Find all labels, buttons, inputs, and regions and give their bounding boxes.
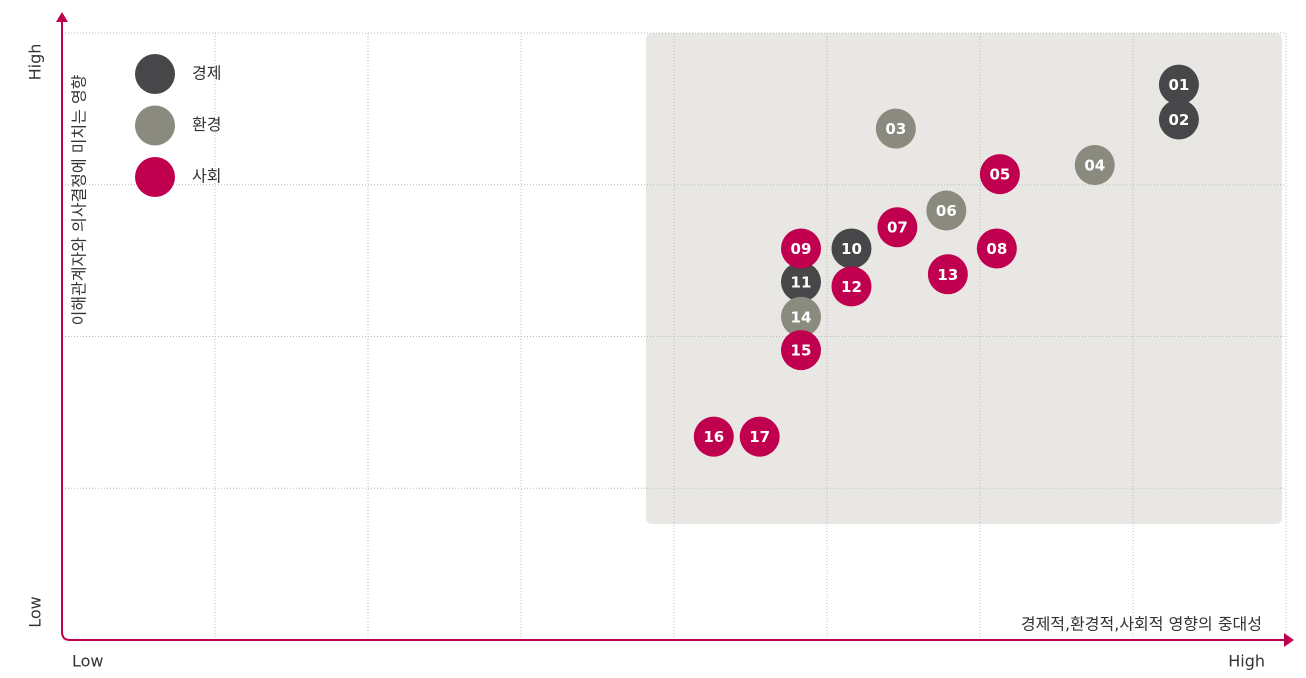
point-label: 17 [749, 428, 770, 446]
point-label: 16 [703, 428, 724, 446]
point-label: 02 [1168, 111, 1189, 129]
point-label: 08 [986, 240, 1007, 258]
point [1074, 145, 1115, 186]
grid [62, 32, 1287, 640]
point [926, 190, 967, 231]
point [1158, 64, 1199, 105]
point [831, 228, 872, 269]
point-label: 12 [841, 278, 862, 296]
point [780, 228, 821, 269]
legend-label: 경제 [192, 64, 221, 83]
point [1158, 99, 1199, 140]
point-label: 13 [937, 266, 958, 284]
x-low-label: Low [72, 652, 104, 671]
point [780, 330, 821, 371]
point-label: 10 [841, 240, 862, 258]
point [976, 228, 1017, 269]
x-title: 경제적,환경적,사회적 영향의 중대성 [1021, 615, 1262, 634]
point [927, 254, 968, 295]
legend-swatch [135, 54, 175, 94]
point-label: 06 [936, 202, 957, 220]
axes [61, 18, 1286, 641]
point [877, 207, 918, 248]
legend-label: 사회 [192, 167, 221, 186]
point-label: 11 [791, 273, 812, 291]
point [780, 296, 821, 337]
y-high-label: High [26, 44, 45, 81]
legend-swatch [135, 105, 175, 146]
point-label: 05 [989, 166, 1010, 184]
point-label: 01 [1168, 76, 1189, 94]
point-label: 07 [887, 219, 908, 237]
legend-label: 환경 [192, 115, 221, 134]
legend-swatch [135, 157, 175, 197]
point-label: 03 [885, 120, 906, 138]
point-label: 15 [791, 342, 812, 360]
point [875, 108, 916, 149]
point [739, 416, 780, 457]
y-low-label: Low [26, 596, 45, 628]
point-label: 04 [1084, 157, 1105, 175]
point [979, 154, 1020, 195]
point [831, 266, 872, 307]
x-axis-arrow [1284, 633, 1294, 647]
y-title: 이해관계자와 의사결정에 미치는 영향 [70, 74, 89, 325]
point [693, 416, 734, 457]
point [780, 261, 821, 302]
point-label: 14 [791, 308, 812, 326]
x-high-label: High [1228, 652, 1265, 671]
y-axis-arrow [56, 12, 68, 22]
point-label: 09 [791, 240, 812, 258]
